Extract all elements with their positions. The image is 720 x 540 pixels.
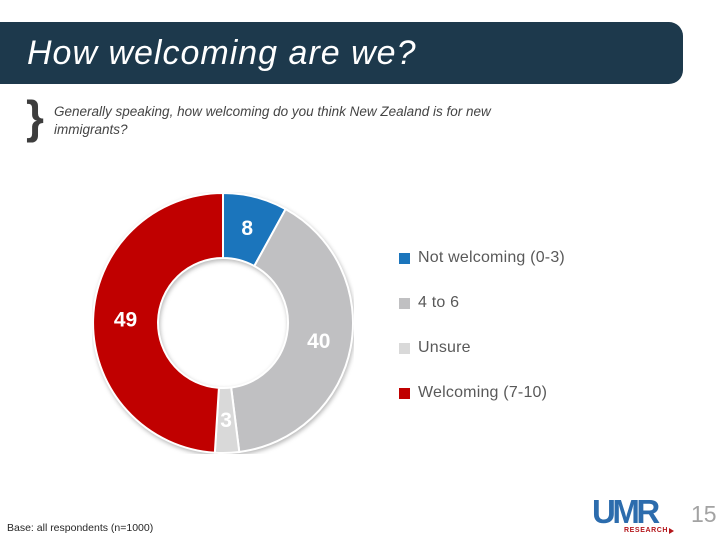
slice-data-label: 40: [307, 330, 330, 353]
umr-logo-text: UMR: [592, 493, 660, 530]
donut-slice-3: [92, 192, 224, 454]
chart-legend: Not welcoming (0-3) 4 to 6 Unsure Welcom…: [399, 249, 565, 429]
legend-item-not-welcoming: Not welcoming (0-3): [399, 249, 565, 267]
slide-title: How welcoming are we?: [27, 33, 417, 72]
donut-chart-container: 8 40 3 49: [92, 192, 354, 454]
legend-label: 4 to 6: [418, 294, 460, 311]
donut-chart: 8 40 3 49: [92, 192, 354, 454]
question-text: Generally speaking, how welcoming do you…: [54, 104, 491, 137]
legend-swatch-not-welcoming: [399, 252, 410, 264]
legend-swatch-unsure: [399, 342, 410, 354]
legend-item-4-to-6: 4 to 6: [399, 294, 565, 312]
legend-label: Not welcoming (0-3): [418, 249, 565, 266]
donut-slice-1: [230, 207, 354, 454]
page-number: 15: [691, 501, 717, 527]
umr-logo-subtitle: RESEARCH: [624, 527, 675, 534]
umr-logo: UMR RESEARCH: [592, 493, 675, 537]
umr-logo-subtext: RESEARCH: [624, 527, 669, 534]
donut-slices: [92, 192, 354, 454]
question-brace: }: [26, 91, 44, 143]
logo-arrow-icon: [669, 527, 675, 534]
base-note: Base: all respondents (n=1000): [7, 522, 154, 534]
slice-data-label: 8: [241, 217, 253, 240]
donut-labels: 8 40 3 49: [114, 217, 331, 432]
legend-swatch-welcoming: [399, 387, 410, 399]
legend-item-welcoming: Welcoming (7-10): [399, 384, 565, 402]
legend-label: Welcoming (7-10): [418, 384, 548, 401]
title-bar: How welcoming are we?: [0, 22, 683, 84]
legend-swatch-4-to-6: [399, 297, 410, 309]
slice-data-label: 49: [114, 308, 137, 331]
slice-data-label: 3: [220, 409, 232, 432]
legend-item-unsure: Unsure: [399, 339, 565, 357]
legend-label: Unsure: [418, 339, 471, 356]
